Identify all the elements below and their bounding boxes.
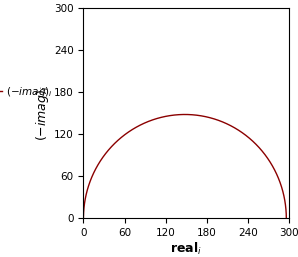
- Legend: $(-imag)_i$: $(-imag)_i$: [0, 80, 57, 103]
- Y-axis label: $(-imag)_i$: $(-imag)_i$: [34, 85, 51, 141]
- X-axis label: real$_i$: real$_i$: [170, 241, 202, 257]
